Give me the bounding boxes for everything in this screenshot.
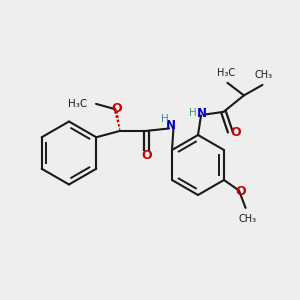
Text: N: N xyxy=(197,106,207,120)
Text: O: O xyxy=(142,149,152,162)
Text: H: H xyxy=(161,114,169,124)
Text: H₃C: H₃C xyxy=(68,99,88,109)
Text: H₃C: H₃C xyxy=(217,68,235,78)
Text: CH₃: CH₃ xyxy=(255,70,273,80)
Text: H: H xyxy=(189,107,196,118)
Text: O: O xyxy=(111,102,122,115)
Text: O: O xyxy=(230,126,241,140)
Text: O: O xyxy=(236,184,246,198)
Text: CH₃: CH₃ xyxy=(238,214,256,224)
Text: N: N xyxy=(165,119,176,132)
